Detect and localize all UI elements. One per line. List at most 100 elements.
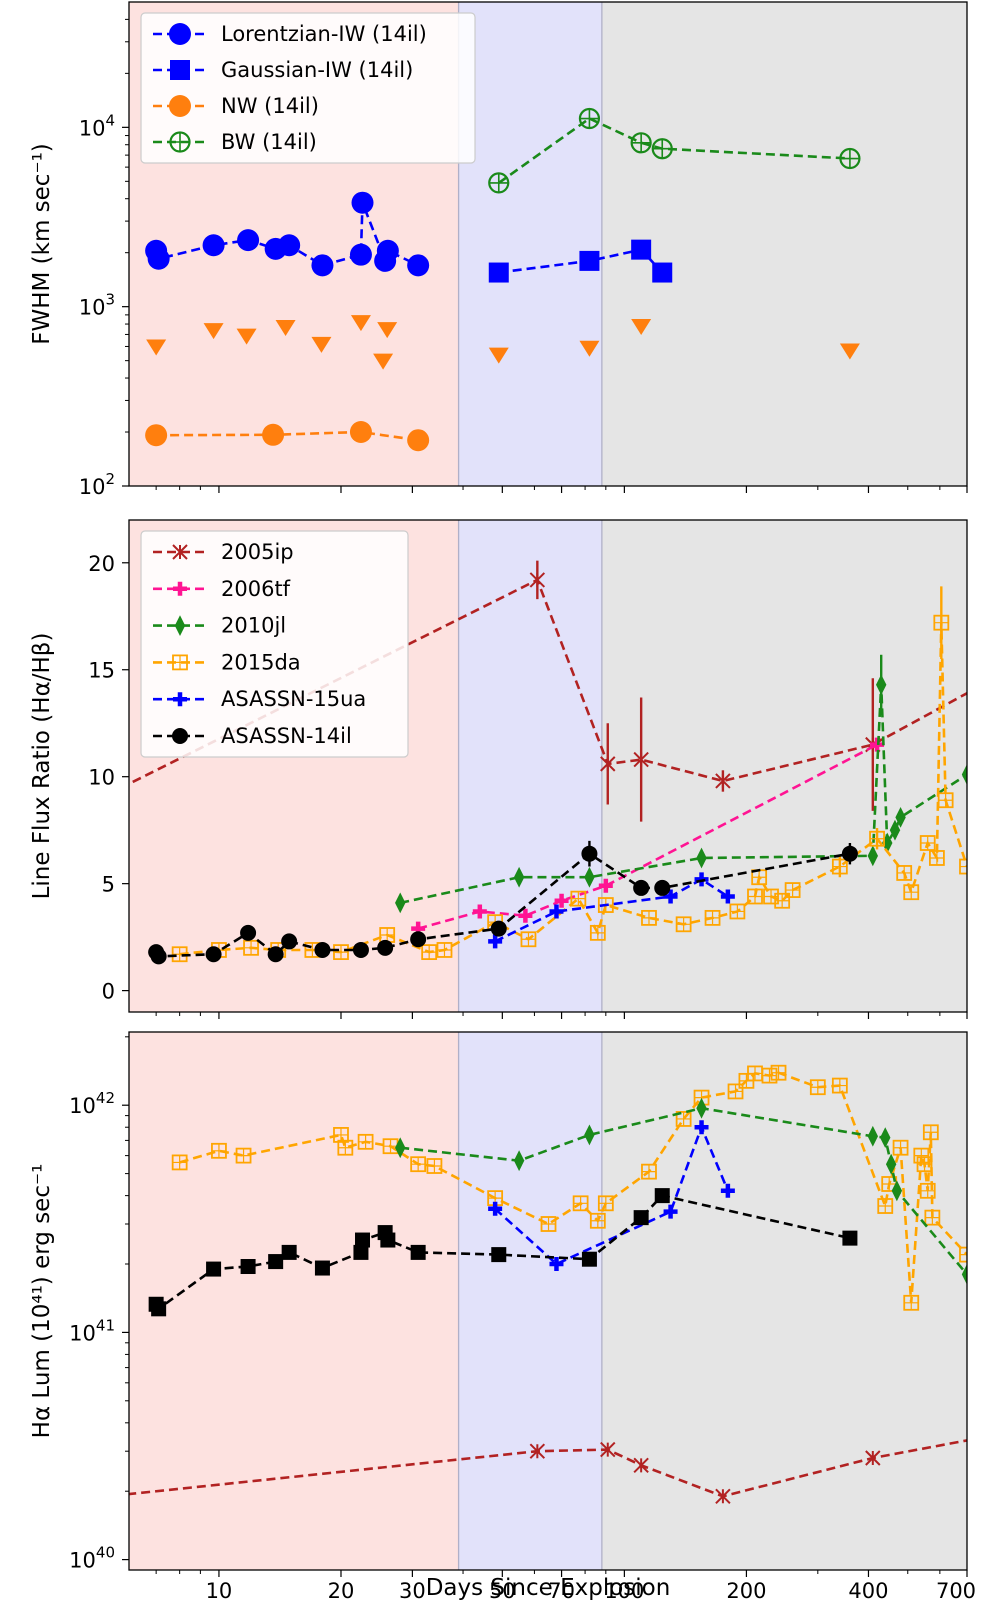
data-point: [333, 944, 349, 961]
data-point: [675, 1111, 692, 1127]
x-tick-label: 70: [548, 1579, 575, 1601]
data-point: [663, 1204, 678, 1219]
data-point: [652, 262, 673, 283]
data-point: [203, 323, 224, 340]
data-point: [630, 132, 652, 154]
data-point: [579, 250, 600, 271]
legend-label: 2015da: [221, 650, 301, 674]
data-point: [663, 889, 678, 904]
data-point: [865, 1450, 881, 1466]
data-point: [633, 879, 650, 896]
legend-marker: [170, 60, 190, 80]
series-2010jl: [395, 1097, 967, 1285]
panel-top: 102 103 104 FWHM (km sec⁻¹) Lorentzian-IW (1…: [29, 1, 968, 499]
data-point: [211, 1142, 227, 1159]
legend-item: NW (14il): [153, 94, 319, 118]
data-point: [314, 1260, 330, 1276]
legend-label: NW (14il): [221, 94, 319, 118]
series-line: [156, 430, 419, 442]
data-point: [715, 1488, 731, 1504]
y-axis-label: Line Flux Ratio (Hα/Hβ): [29, 633, 55, 900]
data-point: [903, 1294, 920, 1311]
data-point: [490, 920, 507, 937]
data-point: [240, 1259, 256, 1275]
data-point: [729, 903, 746, 920]
y-tick-label: 103: [79, 291, 115, 320]
data-point: [395, 1137, 406, 1159]
axes-frame: [128, 519, 968, 1013]
region-blue: [458, 1032, 602, 1570]
data-point: [919, 1182, 936, 1199]
series-2005ip: [129, 1439, 967, 1504]
data-point: [589, 1212, 606, 1229]
data-point: [903, 884, 920, 901]
data-point: [633, 1457, 649, 1474]
data-point: [311, 254, 334, 277]
data-point: [875, 674, 887, 696]
data-point: [145, 424, 168, 447]
x-axis-label: Days Since Explosion: [426, 1575, 671, 1601]
legend-label: ASASSN-14il: [221, 724, 352, 748]
data-point: [720, 1183, 735, 1198]
axes-frame: [128, 1, 968, 487]
data-point: [959, 858, 967, 875]
data-point: [488, 1201, 503, 1216]
data-point: [240, 924, 257, 941]
data-point: [268, 1254, 284, 1270]
data-point: [933, 614, 950, 631]
legend-marker: [173, 692, 187, 707]
data-point: [151, 1301, 167, 1317]
data-point: [961, 1264, 967, 1285]
data-point: [694, 1120, 709, 1135]
series-asassn-14il: [148, 840, 858, 965]
data-point: [262, 423, 285, 446]
legend-marker: [169, 23, 191, 45]
y-tick-label: 0: [102, 980, 115, 1004]
series-line: [179, 1071, 967, 1303]
data-point: [937, 792, 954, 809]
data-point: [631, 239, 652, 260]
data-point: [281, 1244, 297, 1260]
region-blue: [458, 2, 602, 486]
data-point: [720, 889, 735, 904]
axes-frame: [128, 1031, 968, 1571]
data-point: [597, 1195, 614, 1212]
legend-item: BW (14il): [153, 130, 317, 154]
legend-label: Lorentzian-IW (14il): [221, 22, 427, 46]
series-nw-upper-limits: [146, 315, 860, 370]
x-tick-label: 50: [489, 1579, 516, 1601]
data-point: [784, 882, 801, 898]
data-point: [549, 1257, 564, 1272]
data-point: [395, 892, 406, 914]
data-point: [633, 751, 649, 768]
series-2005ip: [129, 560, 967, 822]
y-axis-label: Hα Lum (10⁴¹) erg sec⁻¹: [29, 1164, 55, 1439]
data-point: [631, 319, 652, 336]
data-point: [353, 1244, 369, 1260]
y-tick-label: 102: [79, 470, 115, 499]
series-line: [399, 684, 967, 905]
y-tick-label: 5: [102, 873, 115, 897]
data-point: [540, 1216, 557, 1232]
data-point: [202, 234, 225, 257]
legend: Lorentzian-IW (14il) Gaussian-IW (14il) NW…: [140, 12, 476, 164]
data-point: [349, 243, 372, 266]
data-point: [243, 939, 259, 956]
y-tick-label: 1040: [69, 1544, 115, 1573]
data-point: [436, 942, 453, 958]
legend-item: Gaussian-IW (14il): [153, 58, 413, 82]
data-point: [600, 1441, 616, 1458]
data-point: [333, 1127, 349, 1143]
region-gray: [601, 2, 967, 486]
series-line: [417, 743, 878, 930]
data-point: [880, 1127, 891, 1149]
legend-marker: [172, 544, 188, 560]
data-point: [578, 107, 601, 130]
data-point: [919, 835, 936, 851]
series-group: [145, 107, 861, 452]
series-group: [129, 560, 967, 965]
legend-item: 2005ip: [153, 540, 294, 564]
legend-label: 2010jl: [221, 614, 286, 638]
y-tick-label: 1041: [69, 1316, 115, 1345]
